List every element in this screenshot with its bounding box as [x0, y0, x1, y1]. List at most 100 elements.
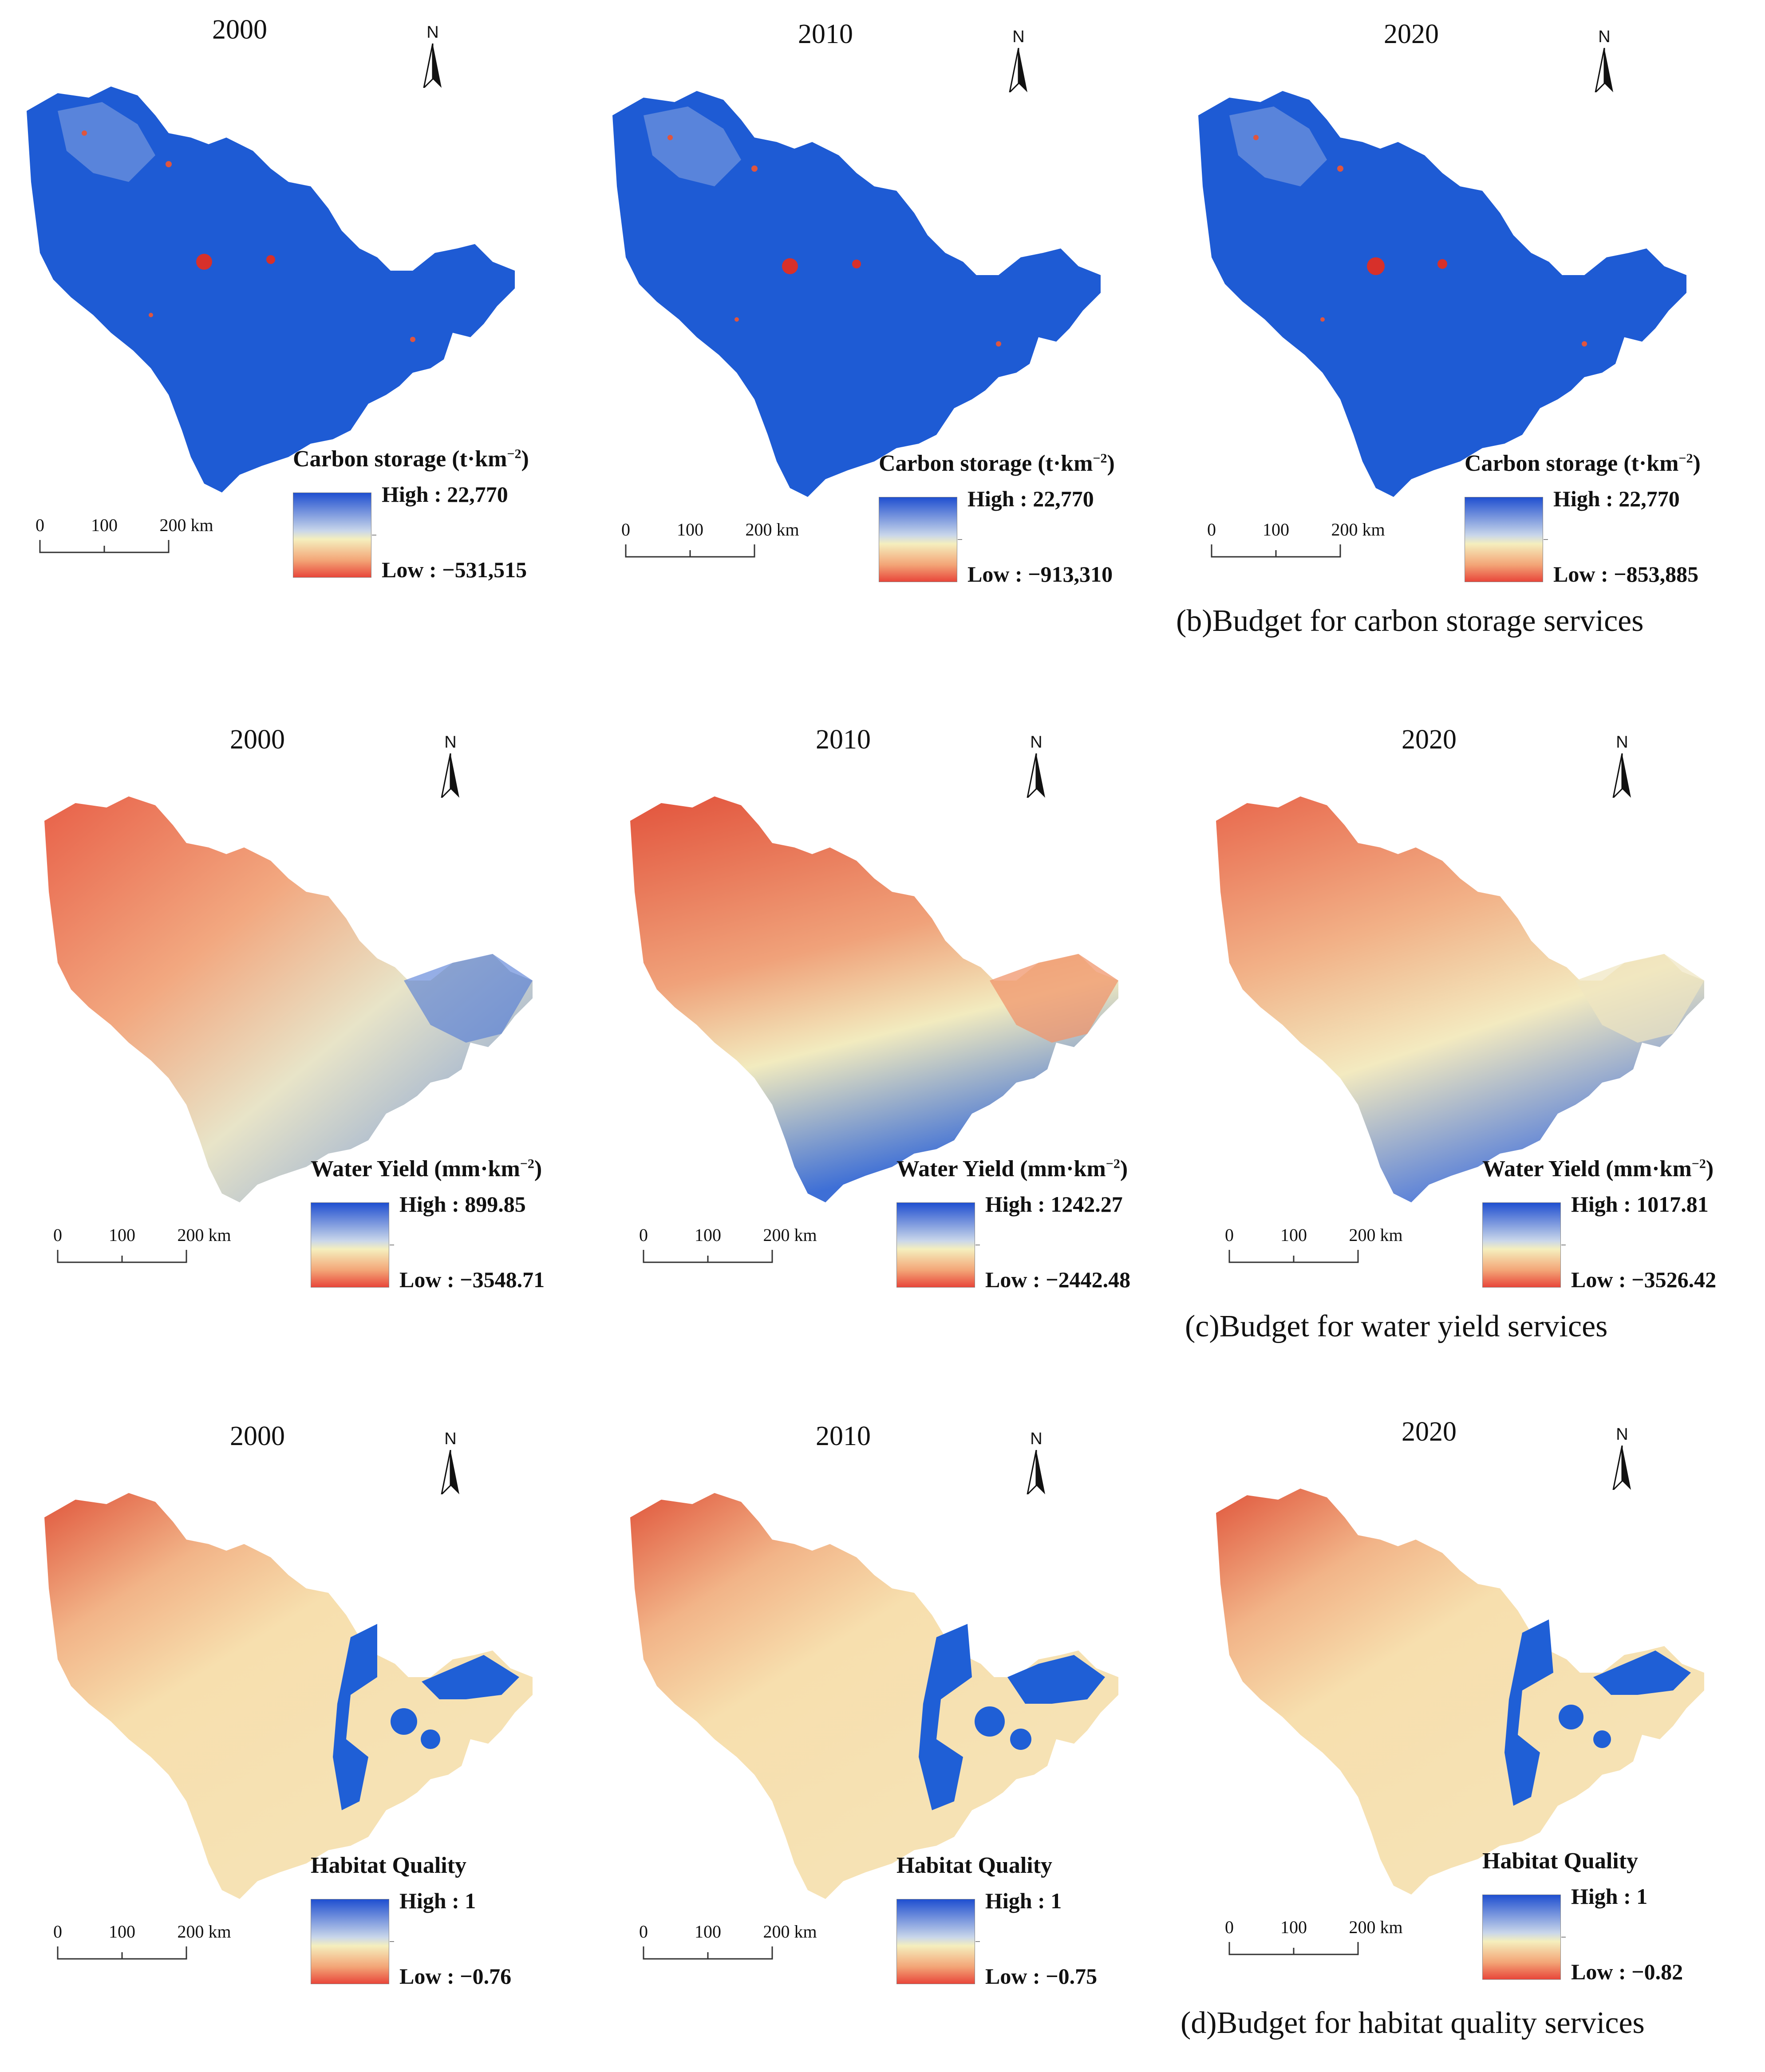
scale-100: 100 — [1280, 1225, 1307, 1245]
legend-low: Low : −531,515 — [382, 557, 527, 582]
north-arrow-icon — [1027, 1450, 1045, 1494]
year-label: 2000 — [230, 1421, 285, 1451]
north-arrow: N — [435, 1430, 466, 1496]
scale-100: 100 — [109, 1225, 135, 1245]
map-panel-carbon-2000: 2000 N Carbon storage (t·km−2) High : 22… — [9, 0, 595, 666]
legend-title: Carbon storage (t·km−2) — [879, 451, 1115, 476]
scale-200: 200 km — [159, 515, 213, 535]
scale-0: 0 — [621, 520, 630, 540]
legend-low: Low : −853,885 — [1553, 562, 1699, 587]
scale-200: 200 km — [1349, 1917, 1403, 1937]
scale-200: 200 km — [1349, 1225, 1403, 1245]
scale-0: 0 — [1225, 1225, 1234, 1245]
north-letter: N — [1616, 1425, 1628, 1444]
legend-high: High : 1 — [985, 1888, 1062, 1913]
legend-low: Low : −0.82 — [1571, 1959, 1683, 1984]
legend-title: Water Yield (mm·km−2) — [1482, 1156, 1714, 1182]
color-ramp — [896, 1899, 975, 1984]
color-ramp — [879, 497, 957, 582]
legend-title: Water Yield (mm·km−2) — [311, 1156, 542, 1182]
ramp-tick — [1544, 539, 1548, 540]
year-label: 2020 — [1402, 725, 1457, 755]
legend-high: High : 22,770 — [967, 486, 1094, 511]
caption-carbon: (b)Budget for carbon storage services — [1176, 604, 1644, 638]
habitat-map-2020 — [1216, 1489, 1704, 1895]
legend-high: High : 1 — [399, 1888, 476, 1913]
scale-0: 0 — [53, 1225, 62, 1245]
scale-200: 200 km — [763, 1922, 817, 1942]
map-panel-habitat-2000: 2000 N Habitat Quality High : 1 Low : −0… — [27, 1406, 612, 2072]
legend-high: High : 22,770 — [382, 482, 508, 507]
ramp-tick — [372, 535, 376, 536]
north-arrow-icon — [1612, 1446, 1631, 1490]
carbon-map-2010 — [612, 91, 1101, 497]
year-label: 2020 — [1384, 19, 1439, 49]
scale-bar: 0 100 200 km — [612, 519, 799, 568]
habitat-map-2010 — [630, 1493, 1118, 1899]
year-label: 2020 — [1402, 1417, 1457, 1447]
north-letter: N — [1012, 28, 1025, 46]
north-arrow: N — [1607, 733, 1638, 800]
north-letter: N — [1030, 733, 1042, 752]
carbon-map-2000 — [27, 87, 515, 492]
scale-bar: 0 100 200 km — [630, 1921, 817, 1970]
color-ramp — [1465, 497, 1543, 582]
legend-title: Habitat Quality — [1482, 1848, 1639, 1874]
habitat-map-2000 — [44, 1493, 533, 1899]
north-arrow-icon — [1595, 48, 1613, 92]
color-ramp — [896, 1202, 975, 1288]
north-arrow-icon — [441, 753, 459, 798]
color-ramp — [311, 1899, 389, 1984]
scale-0: 0 — [1225, 1917, 1234, 1937]
caption-water: (c)Budget for water yield services — [1185, 1309, 1608, 1343]
year-label: 2010 — [816, 1421, 871, 1451]
legend-title: Carbon storage (t·km−2) — [1465, 451, 1701, 476]
scale-bar: 0 100 200 km — [1216, 1917, 1403, 1966]
scale-0: 0 — [639, 1225, 648, 1245]
scale-100: 100 — [91, 515, 118, 535]
map-panel-habitat-2020: 2020 N Habitat Quality High : 1 Low : −0… — [1198, 1402, 1765, 2068]
north-letter: N — [444, 733, 457, 752]
scale-bar: 0 100 200 km — [1216, 1225, 1403, 1273]
legend-high: High : 1 — [1571, 1884, 1648, 1909]
legend-low: Low : −3548.71 — [399, 1267, 545, 1292]
ramp-tick — [975, 1941, 980, 1942]
scale-200: 200 km — [1331, 520, 1385, 540]
legend-low: Low : −0.76 — [399, 1964, 512, 1989]
north-letter: N — [1598, 28, 1611, 46]
color-ramp — [1482, 1895, 1561, 1980]
year-label: 2010 — [816, 725, 871, 755]
year-label: 2000 — [230, 725, 285, 755]
scale-0: 0 — [36, 515, 44, 535]
legend-low: Low : −913,310 — [967, 562, 1113, 587]
scale-bar: 0 100 200 km — [1198, 519, 1385, 568]
legend-title: Carbon storage (t·km−2) — [293, 446, 529, 472]
north-arrow-icon — [1612, 753, 1631, 798]
north-arrow-icon — [441, 1450, 459, 1494]
map-panel-water-2000: 2000 N Water Yield (mm·km−2) High : 899.… — [27, 710, 612, 1375]
legend-low: Low : −0.75 — [985, 1964, 1098, 1989]
scale-100: 100 — [1280, 1917, 1307, 1937]
scale-bar: 0 100 200 km — [44, 1921, 231, 1970]
scale-100: 100 — [695, 1922, 721, 1942]
scale-0: 0 — [53, 1922, 62, 1942]
legend-low: Low : −3526.42 — [1571, 1267, 1717, 1292]
north-arrow: N — [1021, 1430, 1052, 1496]
water-map-2000 — [44, 796, 533, 1202]
map-panel-carbon-2020: 2020 N Carbon storage (t·km−2) High : 22… — [1181, 4, 1765, 670]
scale-0: 0 — [1207, 520, 1216, 540]
map-panel-water-2020: 2020 N Water Yield (mm·km−2) High : 1017… — [1198, 710, 1765, 1375]
north-arrow: N — [1003, 28, 1034, 94]
north-arrow: N — [417, 23, 448, 90]
north-arrow: N — [435, 733, 466, 800]
ramp-tick — [1561, 1937, 1566, 1938]
scale-200: 200 km — [177, 1922, 231, 1942]
scale-100: 100 — [109, 1922, 135, 1942]
legend-high: High : 899.85 — [399, 1192, 526, 1217]
map-panel-water-2010: 2010 N Water Yield (mm·km−2) High : 1242… — [612, 710, 1198, 1375]
color-ramp — [1482, 1202, 1561, 1288]
year-label: 2000 — [212, 15, 267, 45]
water-map-2010 — [630, 796, 1118, 1202]
legend-high: High : 1242.27 — [985, 1192, 1123, 1217]
caption-habitat: (d)Budget for habitat quality services — [1181, 2006, 1645, 2040]
